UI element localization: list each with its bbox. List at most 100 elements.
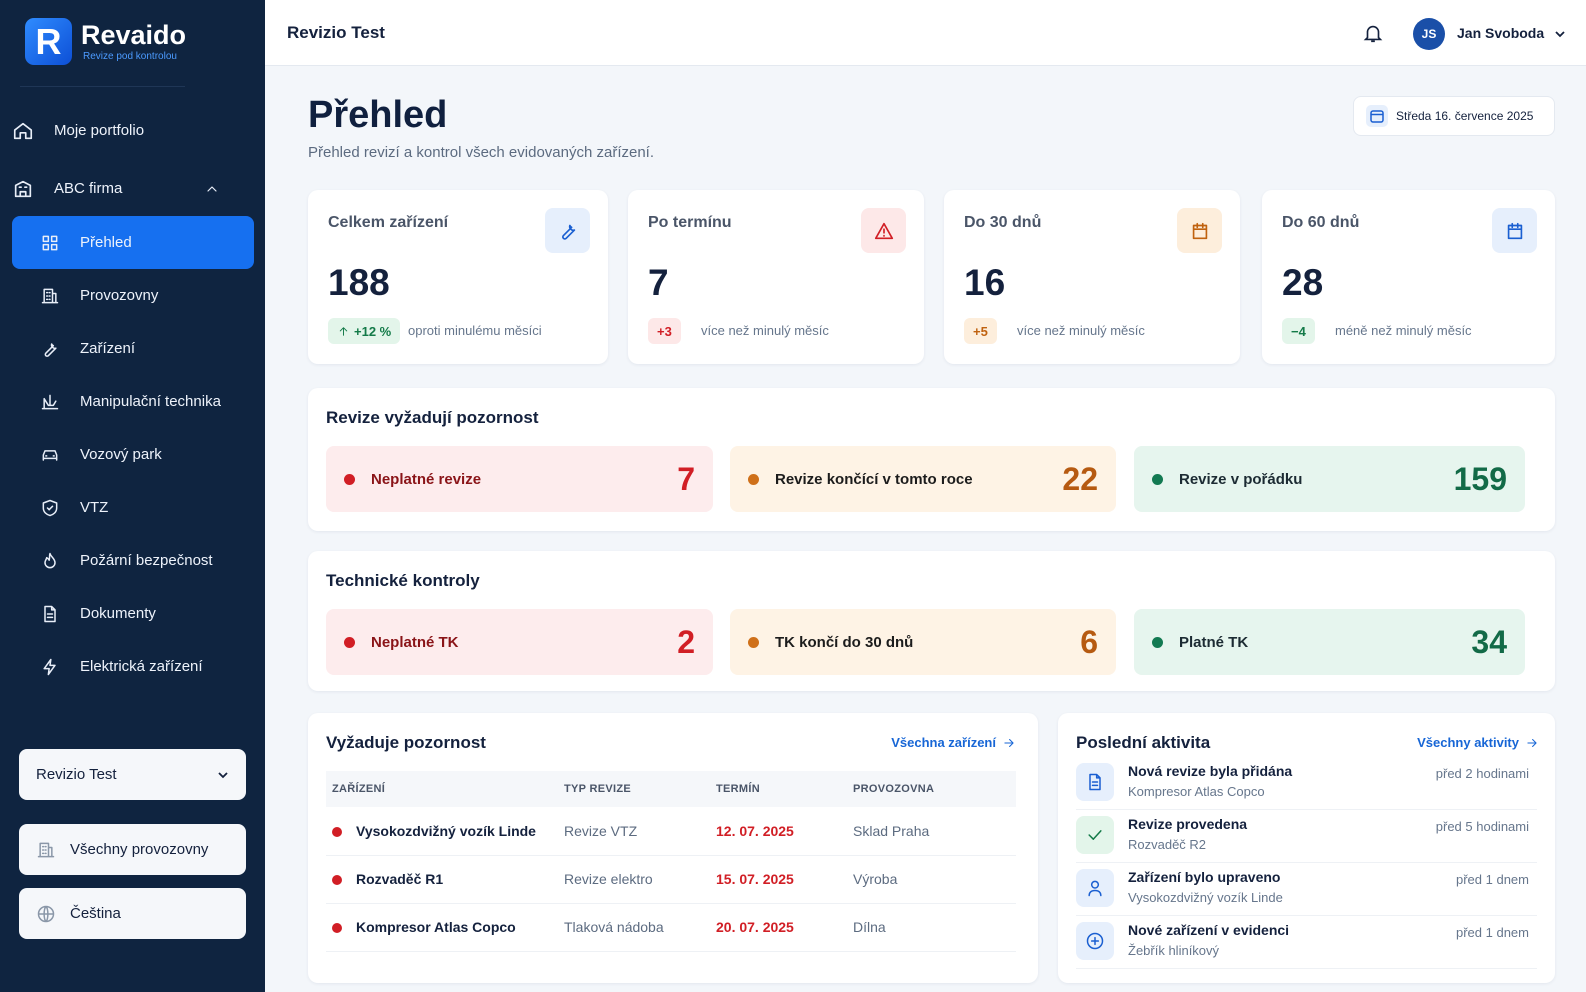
- table-row[interactable]: Kompresor Atlas Copco Tlaková nádoba 20. 0…: [326, 903, 1016, 952]
- button-label: Čeština: [70, 905, 121, 922]
- icon-svg: [874, 222, 893, 239]
- user-name[interactable]: Jan Svoboda: [1457, 25, 1545, 41]
- cell-text: 15. 07. 2025: [716, 871, 794, 887]
- activity-title: Nová revize byla přidána: [1128, 763, 1293, 779]
- activity-item[interactable]: Revize provedena Rozvaděč R2 před 5 hodina…: [1076, 810, 1537, 863]
- activity-title: Nové zařízení v evidenci: [1128, 922, 1290, 938]
- table-row[interactable]: Vysokozdvižný vozík Linde Revize VTZ 12. 0…: [326, 807, 1016, 856]
- icon-svg: [13, 122, 33, 139]
- page-subtitle: Přehled revizí a kontrol všech evidovaný…: [308, 144, 655, 161]
- link[interactable]: Všechny aktivity: [1417, 735, 1539, 750]
- status-value: 7: [677, 460, 695, 497]
- stat-icon: [545, 208, 590, 253]
- sidebar-button[interactable]: Všechny provozovny: [19, 824, 246, 875]
- nav-item[interactable]: Požární bezpečnost: [12, 534, 254, 587]
- cell: 12. 07. 2025: [710, 807, 847, 856]
- activity-subtitle: Žebřík hliníkový: [1128, 943, 1220, 958]
- icon-svg: [561, 224, 575, 240]
- nav-label: ABC firma: [54, 180, 123, 197]
- status-tile[interactable]: Revize v pořádku 159: [1134, 446, 1525, 512]
- status-tile[interactable]: Revize končící v tomto roce 22: [730, 446, 1116, 512]
- nav-item[interactable]: Zařízení: [12, 322, 254, 375]
- avatar[interactable]: JS: [1413, 18, 1445, 50]
- activity-subtitle: Vysokozdvižný vozík Linde: [1128, 890, 1283, 905]
- activity-item[interactable]: Nové zařízení v evidenci Žebřík hliníkový…: [1076, 916, 1537, 969]
- icon-svg: [1088, 830, 1102, 840]
- icon: [36, 904, 56, 924]
- icon-svg: [42, 449, 58, 461]
- status-value: 159: [1453, 460, 1507, 497]
- nav-item[interactable]: Provozovny: [12, 269, 254, 322]
- stat-label: Do 60 dnů: [1282, 214, 1360, 231]
- status-dot: [748, 636, 759, 648]
- nav-label: Provozovny: [80, 287, 159, 304]
- icon-svg: [42, 235, 58, 250]
- nav-label: Požární bezpečnost: [80, 552, 213, 569]
- cell-text: Sklad Praha: [853, 822, 930, 839]
- nav-item[interactable]: Manipulační technika: [12, 375, 254, 428]
- status-label: Platné TK: [1179, 633, 1249, 651]
- icon-svg: [44, 342, 57, 357]
- table-row[interactable]: Rozvaděč R1 Revize elektro 15. 07. 2025 Výr…: [326, 855, 1016, 904]
- nav-label: Manipulační technika: [80, 393, 221, 410]
- activity-time: před 5 hodinami: [1435, 819, 1529, 834]
- stat-note: více než minulý měsíc: [1017, 323, 1145, 338]
- tk-panel: Technické kontroly Neplatné TK 2 TK končí d…: [308, 551, 1555, 691]
- column-header: ZAŘÍZENÍ: [326, 771, 558, 807]
- icon-svg: [37, 905, 55, 922]
- activity-title: Revize provedena: [1128, 816, 1248, 832]
- icon-svg: [1089, 773, 1101, 791]
- cell-text: Vysokozdvižný vozík Linde: [356, 822, 536, 839]
- sidebar-button[interactable]: Čeština: [19, 888, 246, 939]
- icon: [1002, 736, 1016, 750]
- link[interactable]: Všechna zařízení: [891, 735, 1016, 750]
- stat-delta: +3: [648, 318, 681, 344]
- nav-label: Moje portfolio: [54, 122, 145, 139]
- stat-icon: [861, 208, 906, 253]
- nav-item[interactable]: ABC firma: [12, 162, 254, 215]
- status-dot: [1152, 636, 1163, 648]
- panel-title: Poslední aktivita: [1076, 733, 1211, 752]
- status-value: 6: [1080, 623, 1098, 660]
- activity-item[interactable]: Zařízení bylo upraveno Vysokozdvižný vozí…: [1076, 863, 1537, 916]
- status-dot: [1152, 473, 1163, 485]
- cell: 20. 07. 2025: [710, 903, 847, 952]
- status-tile[interactable]: Neplatné revize 7: [326, 446, 713, 512]
- activity-icon: [1076, 922, 1114, 960]
- status-value: 2: [677, 623, 695, 660]
- panel-title: Revize vyžadují pozornost: [326, 408, 539, 427]
- nav-label: Přehled: [80, 234, 132, 251]
- status-label: Revize končící v tomto roce: [775, 470, 973, 488]
- icon: [873, 220, 895, 242]
- brand-tagline: Revize pod kontrolou: [83, 51, 177, 62]
- nav-item[interactable]: Elektrická zařízení: [12, 640, 254, 693]
- nav-item[interactable]: Moje portfolio: [12, 104, 254, 157]
- stat-delta: −4: [1282, 318, 1315, 344]
- icon: [40, 339, 80, 359]
- company-selector[interactable]: Revizio Test: [19, 749, 246, 800]
- delta-text: −4: [1291, 323, 1306, 339]
- icon: [1085, 878, 1105, 898]
- chevron: [218, 771, 228, 778]
- status-tile[interactable]: Neplatné TK 2: [326, 609, 713, 675]
- column-header: TERMÍN: [710, 771, 847, 807]
- header-title: Revizio Test: [287, 23, 385, 42]
- activity-time: před 1 dnem: [1456, 925, 1529, 940]
- icon-svg: [339, 326, 348, 336]
- activity-item[interactable]: Nová revize byla přidána Kompresor Atlas …: [1076, 757, 1537, 810]
- activity-time: před 2 hodinami: [1435, 766, 1529, 781]
- bell-icon[interactable]: [1362, 22, 1384, 44]
- stat-delta: +5: [964, 318, 997, 344]
- icon: [1085, 772, 1105, 792]
- icon-svg: [42, 499, 58, 516]
- nav-item[interactable]: Vozový park: [12, 428, 254, 481]
- nav-item[interactable]: Přehled: [12, 216, 254, 269]
- icon-svg: [43, 658, 56, 675]
- stat-icon: [1492, 208, 1537, 253]
- nav-item[interactable]: VTZ: [12, 481, 254, 534]
- status-tile[interactable]: TK končí do 30 dnů 6: [730, 609, 1116, 675]
- nav-item[interactable]: Dokumenty: [12, 587, 254, 640]
- icon: [1504, 220, 1526, 242]
- cell: Kompresor Atlas Copco: [326, 903, 558, 952]
- status-tile[interactable]: Platné TK 34: [1134, 609, 1525, 675]
